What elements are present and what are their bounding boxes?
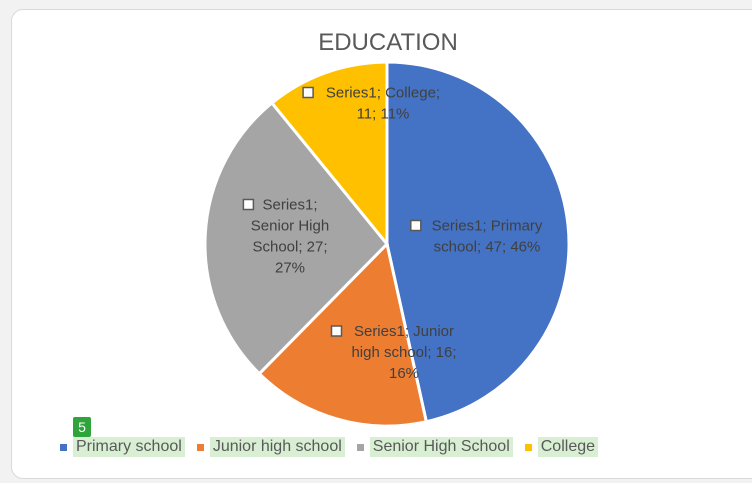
chart-title: EDUCATION bbox=[318, 29, 458, 56]
data-label-text: Senior High bbox=[251, 218, 329, 235]
label-handle bbox=[330, 325, 343, 337]
legend-item-primary-school[interactable]: Primary school bbox=[60, 437, 185, 457]
legend-label: Junior high school bbox=[209, 437, 345, 457]
legend-item-college[interactable]: College bbox=[524, 437, 599, 457]
data-label-text: Series1; Primary bbox=[432, 218, 543, 235]
label-handle bbox=[242, 198, 255, 211]
data-label-text: Series1; Junior bbox=[354, 323, 454, 340]
data-label-text: 11; 11% bbox=[357, 106, 410, 123]
slice-junior-high-school[interactable] bbox=[257, 240, 429, 428]
slice-primary-school[interactable] bbox=[385, 60, 571, 424]
step-badge: 5 bbox=[73, 417, 91, 437]
data-label-text: School; 27; bbox=[252, 239, 327, 256]
data-label-text: school; 47; 46% bbox=[434, 239, 541, 256]
data-label-text: high school; 16; bbox=[351, 344, 456, 361]
data-label: Series1; Junior high school; 16; 16% bbox=[330, 323, 457, 382]
label-handle bbox=[302, 86, 314, 99]
legend-label: Primary school bbox=[73, 437, 185, 457]
slice-senior-high-school[interactable] bbox=[203, 100, 390, 376]
label-handle bbox=[410, 219, 422, 232]
legend-item-senior-high-school[interactable]: Senior High School bbox=[356, 437, 513, 457]
legend-swatch bbox=[356, 443, 364, 451]
legend-label: College bbox=[537, 437, 599, 457]
legend-swatch bbox=[60, 443, 67, 451]
data-label-text: Series1; College; bbox=[326, 85, 440, 102]
data-label: Series1; Primary school; 47; 46% bbox=[410, 218, 543, 256]
legend-item-junior-high-school[interactable]: Junior high school bbox=[196, 437, 345, 457]
data-label-text: 27% bbox=[275, 260, 305, 277]
chart-legend: Primary school Junior high school Senior… bbox=[60, 437, 599, 457]
data-label: Series1; Senior High School; 27; 27% bbox=[242, 197, 329, 277]
legend-swatch bbox=[196, 443, 204, 451]
legend-label: Senior High School bbox=[369, 437, 513, 457]
legend-swatch bbox=[524, 443, 532, 451]
data-label-text: Series1; bbox=[262, 197, 317, 214]
data-label-text: 16% bbox=[389, 365, 419, 382]
slice-college[interactable] bbox=[269, 60, 389, 249]
data-label: Series1; College; 11; 11% bbox=[302, 85, 440, 123]
